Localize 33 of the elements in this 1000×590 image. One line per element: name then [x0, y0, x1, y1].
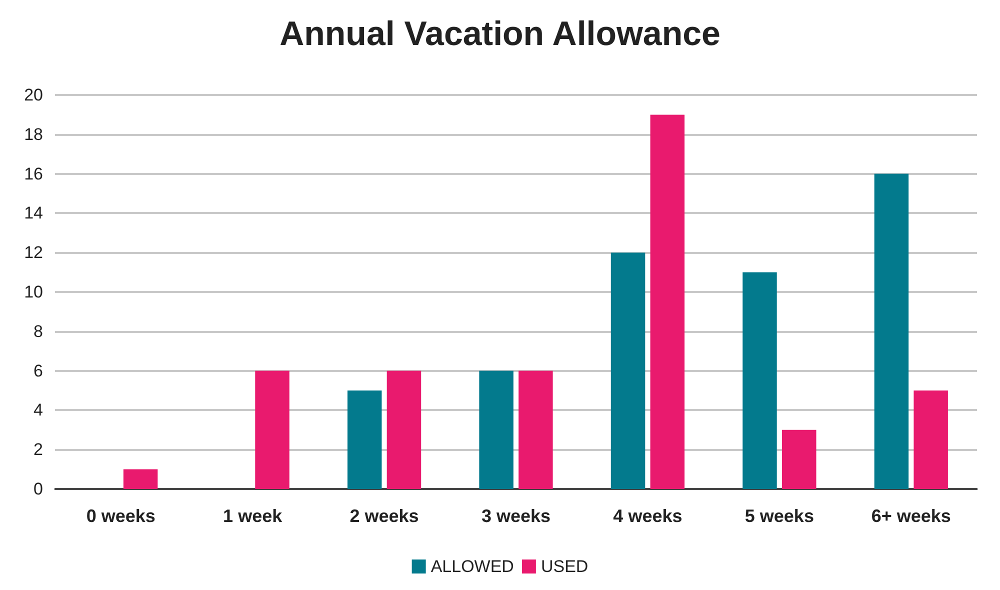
bar	[742, 272, 777, 489]
bar	[610, 252, 646, 489]
y-tick-label: 14	[24, 204, 43, 223]
bar	[650, 114, 685, 489]
chart-title: Annual Vacation Allowance	[280, 15, 720, 53]
y-tick-label: 16	[24, 164, 43, 184]
y-tick-label: 20	[24, 86, 43, 104]
x-tick-label: 0 weeks	[86, 506, 156, 526]
bar	[255, 370, 290, 489]
bar	[518, 370, 553, 489]
y-tick-label: 8	[34, 322, 43, 341]
bar	[479, 370, 514, 489]
x-tick-label: 4 weeks	[613, 506, 682, 526]
y-tick-label: 6	[34, 361, 43, 380]
y-tick-label: 10	[24, 282, 43, 302]
legend-label: ALLOWED	[430, 557, 514, 576]
x-tick-label: 3 weeks	[481, 506, 551, 526]
y-tick-label: 2	[34, 440, 43, 460]
bar	[123, 469, 158, 489]
x-tick-label: 2 weeks	[350, 506, 419, 526]
y-tick-label: 4	[34, 400, 43, 420]
legend-label: USED	[540, 557, 588, 576]
bar	[914, 390, 948, 489]
x-tick-label: 5 weeks	[744, 506, 814, 526]
y-tick-label: 0	[34, 480, 43, 498]
bar	[386, 370, 422, 489]
y-tick-label: 18	[24, 124, 43, 144]
bar	[782, 430, 816, 489]
x-tick-label: 1 week	[223, 506, 284, 526]
bar	[874, 174, 909, 489]
x-tick-label: 6+ weeks	[871, 506, 951, 526]
bar	[347, 390, 382, 489]
y-tick-label: 12	[24, 243, 43, 262]
